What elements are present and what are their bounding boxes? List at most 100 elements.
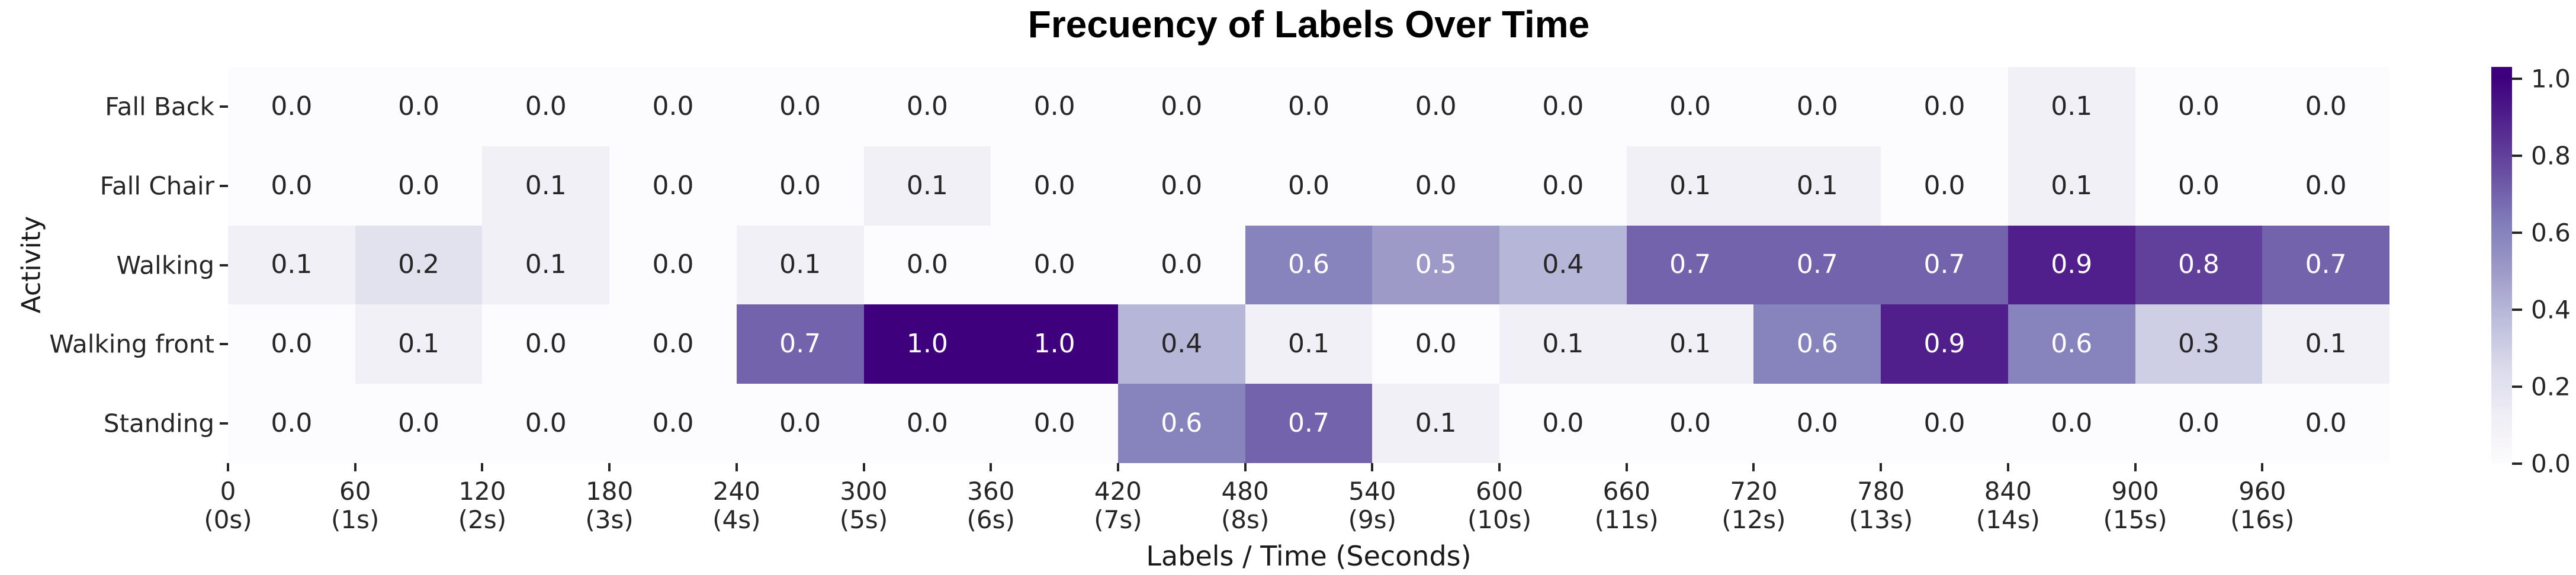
heatmap-cell: 0.0: [2008, 384, 2135, 463]
heatmap-cell: 0.6: [2008, 304, 2135, 384]
heatmap-cell: 0.7: [1881, 225, 2008, 305]
y-tick-label: Walking: [116, 250, 214, 280]
y-axis-title: Activity: [16, 216, 47, 314]
y-tick-label: Standing: [103, 409, 214, 438]
heatmap-cell: 0.0: [482, 304, 610, 384]
heatmap-cell: 0.1: [1753, 146, 1881, 226]
heatmap-cell: 0.1: [482, 225, 610, 305]
chart-title: Frecuency of Labels Over Time: [1027, 3, 1590, 46]
x-tick-mark: [2006, 463, 2009, 471]
heatmap-cell: 0.0: [609, 304, 737, 384]
heatmap-cell: 0.0: [1372, 67, 1500, 146]
heatmap-cell: 0.7: [1626, 225, 1754, 305]
x-tick-seconds: (5s): [839, 505, 888, 534]
heatmap-grid: 0.0 0.0 0.0 0.0 0.0 0.0 0.0 0.0 0.0 0.0 0.0 0.0 0.0 0…: [228, 67, 2389, 463]
heatmap-cell: 0.0: [609, 384, 737, 463]
heatmap-cell: 0.0: [2262, 384, 2389, 463]
x-tick-value: 60: [339, 477, 371, 506]
heatmap-cell: 0.1: [228, 225, 355, 305]
x-tick-label: 540 (9s): [1348, 477, 1396, 534]
x-tick-value: 600: [1475, 477, 1524, 506]
x-axis-title: Labels / Time (Seconds): [1146, 540, 1472, 572]
heatmap-cell: 0.1: [863, 146, 991, 226]
heatmap-cell: 0.1: [1245, 304, 1373, 384]
x-tick-seconds: (9s): [1348, 505, 1397, 534]
x-tick-seconds: (8s): [1220, 505, 1270, 534]
heatmap-cell: 0.0: [991, 384, 1118, 463]
x-tick-seconds: (14s): [1976, 505, 2040, 534]
x-tick-label: 120 (2s): [458, 477, 506, 534]
heatmap-cell: 0.0: [1117, 146, 1245, 226]
heatmap-cell: 0.0: [736, 67, 864, 146]
y-tick-label: Fall Back: [105, 92, 214, 121]
heatmap-cell: 0.3: [2135, 304, 2263, 384]
x-tick-value: 720: [1730, 477, 1778, 506]
x-tick-value: 0: [220, 477, 236, 506]
colorbar-tick-label: 0.0: [2531, 449, 2571, 478]
x-tick-label: 300 (5s): [840, 477, 888, 534]
x-tick-seconds: (12s): [1721, 505, 1786, 534]
heatmap-cell: 0.0: [2135, 67, 2263, 146]
heatmap-cell: 0.0: [1881, 146, 2008, 226]
heatmap-cell: 0.1: [2262, 304, 2389, 384]
heatmap-cell: 0.0: [1753, 67, 1881, 146]
heatmap-cell: 0.0: [609, 67, 737, 146]
x-tick-mark: [1244, 463, 1247, 471]
x-tick-value: 240: [712, 477, 760, 506]
heatmap-cell: 0.2: [355, 225, 483, 305]
x-tick-value: 960: [2238, 477, 2286, 506]
heatmap-cell: 0.7: [1753, 225, 1881, 305]
x-tick-value: 360: [967, 477, 1015, 506]
x-tick-seconds: (6s): [966, 505, 1015, 534]
colorbar-tick-mark: [2512, 462, 2522, 465]
x-tick-label: 360 (6s): [967, 477, 1015, 534]
x-tick-value: 900: [2111, 477, 2159, 506]
heatmap-cell: 0.7: [1245, 384, 1373, 463]
x-tick-label: 960 (16s): [2230, 477, 2294, 534]
heatmap-cell: 0.1: [736, 225, 864, 305]
heatmap-cell: 0.0: [355, 146, 483, 226]
heatmap-cell: 0.0: [1245, 146, 1373, 226]
heatmap-cell: 0.0: [1117, 67, 1245, 146]
x-tick-mark: [2134, 463, 2137, 471]
heatmap-cell: 0.6: [1117, 384, 1245, 463]
x-tick-value: 540: [1348, 477, 1396, 506]
heatmap-cell: 0.6: [1753, 304, 1881, 384]
y-tick-mark: [220, 343, 228, 346]
x-tick-mark: [735, 463, 738, 471]
x-tick-seconds: (0s): [204, 505, 252, 534]
x-tick-mark: [481, 463, 484, 471]
heatmap-cell: 0.0: [2135, 146, 2263, 226]
heatmap-cell: 0.4: [1499, 225, 1627, 305]
x-tick-mark: [1752, 463, 1755, 471]
heatmap-cell: 0.0: [228, 146, 355, 226]
heatmap-cell: 0.4: [1117, 304, 1245, 384]
colorbar-tick-mark: [2512, 309, 2522, 311]
x-tick-value: 300: [840, 477, 888, 506]
x-tick-label: 900 (15s): [2103, 477, 2167, 534]
heatmap-cell: 0.0: [2262, 67, 2389, 146]
heatmap-cell: 0.0: [1881, 384, 2008, 463]
x-tick-seconds: (11s): [1594, 505, 1659, 534]
heatmap-cell: 0.0: [1117, 225, 1245, 305]
x-tick-mark: [227, 463, 229, 471]
heatmap-cell: 0.1: [1626, 146, 1754, 226]
colorbar-tick-mark: [2512, 78, 2522, 80]
heatmap-cell: 0.5: [1372, 225, 1500, 305]
heatmap-cell: 0.0: [482, 384, 610, 463]
heatmap-cell: 0.0: [1626, 384, 1754, 463]
x-tick-mark: [354, 463, 356, 471]
x-tick-seconds: (3s): [585, 505, 634, 534]
heatmap-cell: 0.0: [1881, 67, 2008, 146]
colorbar-tick-label: 0.8: [2531, 141, 2571, 171]
heatmap-cell: 0.0: [228, 384, 355, 463]
x-tick-seconds: (1s): [331, 505, 380, 534]
x-tick-seconds: (7s): [1094, 505, 1142, 534]
heatmap-cell: 0.0: [609, 146, 737, 226]
x-tick-label: 180 (3s): [585, 477, 633, 534]
x-tick-value: 660: [1602, 477, 1650, 506]
colorbar-tick-label: 0.2: [2531, 372, 2571, 401]
y-tick-mark: [220, 264, 228, 266]
heatmap-cell: 0.1: [2008, 67, 2135, 146]
